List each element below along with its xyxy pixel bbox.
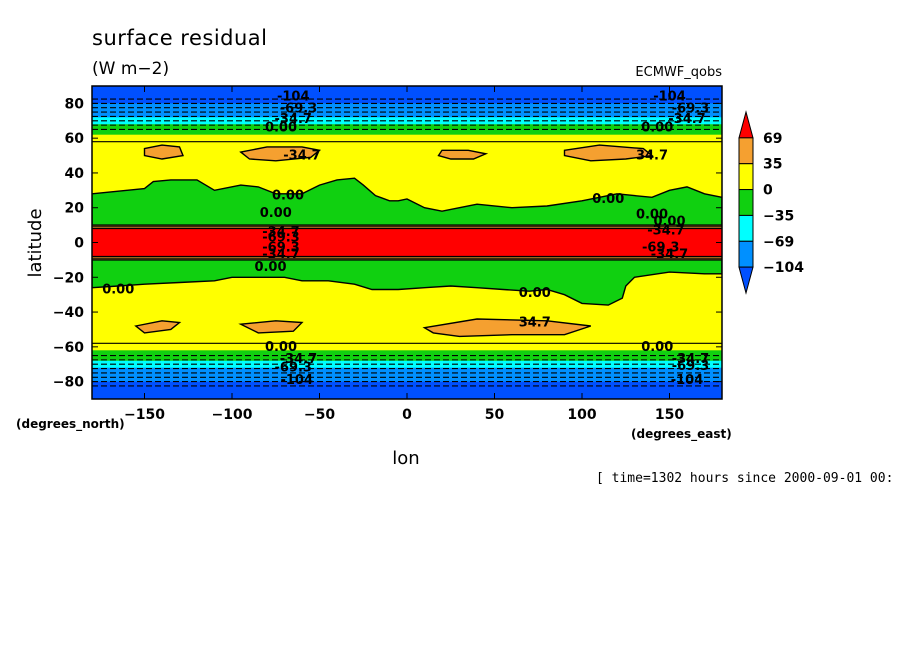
fill-band <box>92 367 722 376</box>
contour-label: -69.3 <box>262 241 299 256</box>
fill-region <box>422 318 592 338</box>
colorbar-label: −104 <box>763 260 804 276</box>
colorbar-label: 69 <box>763 131 782 147</box>
colorbar-swatch <box>738 163 754 191</box>
contour-label: 0.00 <box>641 121 673 136</box>
fill-band <box>92 110 722 118</box>
y-tick-label: −60 <box>53 340 84 356</box>
colorbar-swatch <box>738 189 754 216</box>
contour-label: -34.7 <box>283 149 320 164</box>
contour-label: -69.3 <box>642 241 679 256</box>
y-tick-label: 0 <box>74 236 84 252</box>
contour-label: 0.00 <box>265 340 297 355</box>
fill-region <box>143 144 184 160</box>
fill-region <box>563 144 654 162</box>
contour-label: -34.7 <box>262 225 299 240</box>
colorbar-swatch <box>738 137 754 165</box>
x-unit-label: (degrees_east) <box>631 427 732 442</box>
colorbar-label: 0 <box>763 183 773 199</box>
contour-label: -69.3 <box>672 359 709 374</box>
fill-region <box>92 259 722 306</box>
contour-label: 0.00 <box>592 192 624 207</box>
contour-labels: -104-69.3-34.70.00-34.70.000.00-34.7-69.… <box>102 89 709 387</box>
fill-region <box>239 146 322 162</box>
contour-label: -69.3 <box>275 361 312 376</box>
colorbar-label: −35 <box>763 208 794 224</box>
x-tick-label: 0 <box>402 407 412 423</box>
contour-label: -34.7 <box>647 223 684 238</box>
x-tick-label: −150 <box>124 407 165 423</box>
contour-label: 0.00 <box>636 208 668 223</box>
colorbar: 69 35 0 −35 −69 −104 <box>738 110 804 295</box>
contour-label: 0.00 <box>102 282 134 297</box>
contour-label: 0.00 <box>272 189 304 204</box>
x-tick-label: 100 <box>567 407 596 423</box>
fill-band <box>92 134 722 143</box>
y-tick-label: −40 <box>53 305 84 321</box>
colorbar-swatch <box>738 240 754 268</box>
x-tick-label: 150 <box>655 407 684 423</box>
contour-label: -104 <box>280 373 313 388</box>
contour-lines <box>92 98 722 387</box>
x-axis-label: lon <box>392 448 419 469</box>
y-tick-label: 20 <box>65 201 85 217</box>
y-axis-label: latitude <box>25 208 46 277</box>
contour-label: -34.7 <box>280 352 317 367</box>
fill-regions <box>92 144 722 338</box>
colorbar-swatch <box>738 214 754 242</box>
fill-region <box>238 320 304 334</box>
chart-title: surface residual <box>92 26 268 50</box>
colorbar-top-triangle <box>738 110 754 139</box>
contour-label: -69.3 <box>262 230 299 245</box>
time-footer: [ time=1302 hours since 2000-09-01 00: <box>596 471 893 486</box>
y-tick-label: −20 <box>53 270 84 286</box>
contour-label: -34.7 <box>651 248 688 263</box>
fill-region <box>134 320 182 334</box>
y-unit-label: (degrees_north) <box>16 417 125 432</box>
contour-label: -104 <box>671 373 704 388</box>
contour-label: -69.3 <box>672 102 709 117</box>
contour-label: -34.7 <box>262 248 299 263</box>
contour-label: -34.7 <box>275 112 312 127</box>
contour-label: -34.7 <box>668 112 705 127</box>
fill-band <box>92 228 722 257</box>
colorbar-label: 35 <box>763 157 782 173</box>
contour-label: -104 <box>277 89 310 104</box>
fill-band <box>92 374 722 383</box>
contour-label: -34.7 <box>672 352 709 367</box>
x-tick-label: 50 <box>485 407 505 423</box>
colorbar-label: −69 <box>763 234 794 250</box>
y-axis-ticks: −80 −60 −40 −20 0 20 40 60 80 <box>53 96 722 391</box>
y-tick-label: 60 <box>65 131 85 147</box>
contour-label: 0.00 <box>653 215 685 230</box>
contour-label: -104 <box>653 89 686 104</box>
fill-region <box>92 177 722 226</box>
x-axis-ticks: −150 −100 −50 0 50 100 150 <box>124 86 684 423</box>
y-tick-label: 80 <box>65 96 85 112</box>
chart-units: (W m−2) <box>92 59 169 79</box>
x-tick-label: −100 <box>212 407 253 423</box>
contour-label: 34.7 <box>636 149 668 164</box>
dataset-label: ECMWF_qobs <box>635 65 722 80</box>
contour-label: 0.00 <box>254 260 286 275</box>
contour-label: 0.00 <box>519 286 551 301</box>
contour-label: -69.3 <box>280 102 317 117</box>
fill-band <box>92 343 722 351</box>
contour-label: 0.00 <box>641 340 673 355</box>
fill-bands <box>92 86 722 399</box>
fill-band <box>92 103 722 111</box>
contour-label: 0.00 <box>260 206 292 221</box>
fill-region <box>437 149 489 160</box>
contour-label: 34.7 <box>519 315 551 330</box>
y-tick-label: 40 <box>65 166 85 182</box>
colorbar-bottom-triangle <box>738 266 754 295</box>
plot-area: -104-69.3-34.70.00-34.70.000.00-34.7-69.… <box>92 86 722 399</box>
contour-label: 0.00 <box>265 121 297 136</box>
y-tick-label: −80 <box>53 375 84 391</box>
x-tick-label: −50 <box>304 407 335 423</box>
